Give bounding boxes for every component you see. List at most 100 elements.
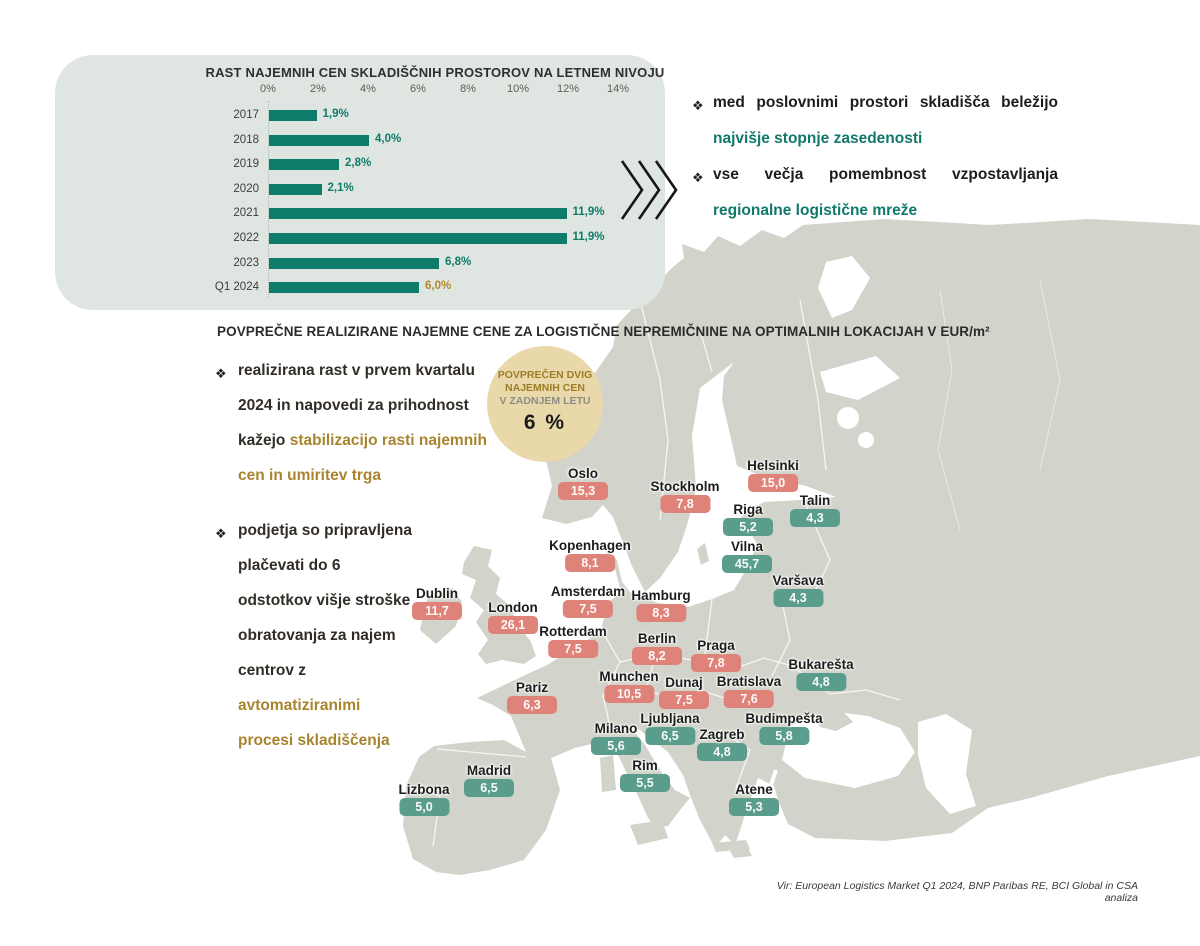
city-marker: Rotterdam 7,5	[539, 624, 607, 658]
city-price-badge: 4,3	[790, 509, 840, 527]
city-marker: Amsterdam 7,5	[551, 584, 625, 618]
city-name: Riga	[733, 502, 763, 517]
city-marker: Milano 5,6	[591, 721, 641, 755]
bar-row: 2018 4,0%	[55, 129, 665, 154]
left-bullet-line: procesi skladiščenja	[238, 732, 500, 767]
left-bullet-line: obratovanja za najem	[238, 627, 500, 662]
text-segment: centrov z	[238, 662, 307, 679]
bar-value-label: 6,0%	[425, 280, 452, 293]
city-price-badge: 7,5	[563, 600, 613, 618]
city-marker: Atene 5,3	[729, 782, 779, 816]
x-axis-tick: 4%	[360, 83, 376, 95]
city-price-badge: 4,3	[773, 589, 823, 607]
bar-row: 2017 1,9%	[55, 104, 665, 129]
right-bullet-highlight: najvišje stopnje zasedenosti	[713, 130, 923, 147]
karelian-lakes	[820, 356, 900, 400]
text-segment: stabilizacijo rasti najemnih	[289, 432, 487, 449]
city-marker: Oslo 15,3	[558, 466, 608, 500]
chart-zero-axis-line	[268, 101, 269, 297]
city-price-badge: 8,3	[635, 604, 686, 622]
badge-line-3: V ZADNJEM LETU	[499, 395, 591, 407]
city-name: Pariz	[515, 680, 549, 695]
x-axis-tick: 12%	[556, 83, 580, 95]
city-price-badge: 26,1	[488, 616, 538, 634]
city-marker: Ljubljana 6,5	[640, 711, 700, 745]
city-marker: Lizbona 5,0	[399, 782, 450, 816]
right-bullet: ❖ med poslovnimi prostori skladišča belež…	[692, 94, 1058, 166]
left-bullet: ❖ podjetja so pripravljena plačevati do 6 o…	[215, 522, 500, 767]
city-marker: Helsinki 15,0	[747, 458, 799, 492]
city-price-badge: 4,8	[795, 673, 846, 691]
bar-fill	[269, 183, 322, 195]
left-bullet-line: podjetja so pripravljena	[238, 522, 500, 557]
island-sicily	[630, 820, 668, 845]
city-name: Kopenhagen	[549, 538, 631, 553]
text-segment: avtomatiziranimi	[238, 697, 361, 714]
bar-value-label: 1,9%	[322, 108, 349, 120]
city-name: Zagreb	[699, 727, 745, 742]
bullet-diamond-icon: ❖	[692, 98, 704, 113]
city-name: Bratislava	[716, 674, 782, 689]
bar-row: 2019 2,8%	[55, 153, 665, 178]
key-points-right: ❖ med poslovnimi prostori skladišča belež…	[692, 94, 1058, 238]
city-name: Lizbona	[398, 782, 450, 797]
city-price-badge: 15,0	[748, 474, 798, 492]
city-name: Rim	[632, 758, 658, 773]
average-increase-badge: POVPREČEN DVIG NAJEMNIH CEN V ZADNJEM LE…	[487, 346, 603, 462]
city-marker: Praga 7,8	[691, 638, 741, 672]
text-segment: odstotkov višje stroške	[238, 592, 411, 609]
left-bullet-line: odstotkov višje stroške	[238, 592, 500, 627]
city-name: London	[488, 600, 538, 615]
x-axis-tick: 6%	[410, 83, 426, 95]
bullet-diamond-icon: ❖	[215, 366, 227, 381]
city-price-badge: 7,6	[723, 690, 774, 708]
bar-row: Q1 2024 6,0%	[55, 276, 665, 301]
city-price-badge: 5,6	[591, 737, 641, 755]
city-marker: Dublin 11,7	[412, 586, 462, 620]
text-segment: kažejo	[238, 432, 290, 449]
city-name: Bukarešta	[788, 657, 854, 672]
text-segment: realizirana rast v prvem kvartalu	[238, 362, 475, 379]
bar-year-label: 2019	[233, 158, 259, 171]
city-marker: Berlin 8,2	[632, 631, 682, 665]
city-marker: Pariz 6,3	[507, 680, 557, 714]
bar-year-label: Q1 2024	[214, 281, 259, 294]
x-axis-tick: 14%	[606, 83, 630, 95]
city-name: Hamburg	[631, 588, 691, 603]
left-bullet: ❖ realizirana rast v prvem kvartalu 2024 i…	[215, 362, 500, 502]
bar-row: 2021 11,9%	[55, 202, 665, 227]
bar-fill	[269, 208, 567, 220]
city-price-badge: 8,1	[564, 554, 615, 572]
city-name: Talin	[799, 493, 831, 508]
bar-value-label: 6,8%	[445, 255, 472, 268]
text-segment: 2024 in napovedi za prihodnost	[238, 397, 469, 414]
city-name: Atene	[735, 782, 773, 797]
city-marker: Varšava 4,3	[772, 573, 824, 607]
city-marker: Dunaj 7,5	[659, 675, 709, 709]
bar-fill	[269, 232, 567, 244]
left-bullet-line: avtomatiziranimi	[238, 697, 500, 732]
right-bullet-highlight: regionalne logistične mreže	[713, 202, 918, 219]
x-axis-tick: 10%	[506, 83, 530, 95]
lake-onega	[858, 432, 874, 448]
city-marker: Kopenhagen 8,1	[549, 538, 631, 572]
left-bullet-line: centrov z	[238, 662, 500, 697]
caspian-sea	[918, 714, 976, 814]
city-marker: Hamburg 8,3	[631, 588, 691, 622]
bar-fill	[269, 282, 419, 294]
island-crete	[712, 840, 750, 852]
city-marker: Vilna 45,7	[722, 539, 772, 573]
city-name: Amsterdam	[550, 584, 626, 599]
chart-x-axis: 0% 2% 4% 6% 8% 10% 12% 14%	[55, 83, 665, 97]
left-bullet-line: cen in umiritev trga	[238, 467, 500, 502]
bar-value-label: 11,9%	[572, 206, 605, 219]
landmass-continent	[403, 219, 1200, 875]
right-bullet-text: med poslovnimi prostori skladišča beleži…	[713, 94, 1058, 111]
bar-row: 2023 6,8%	[55, 252, 665, 277]
city-marker: Zagreb 4,8	[697, 727, 747, 761]
bosporus-strait	[764, 769, 778, 801]
city-marker: Riga 5,2	[723, 502, 773, 536]
city-price-badge: 7,5	[547, 640, 598, 658]
